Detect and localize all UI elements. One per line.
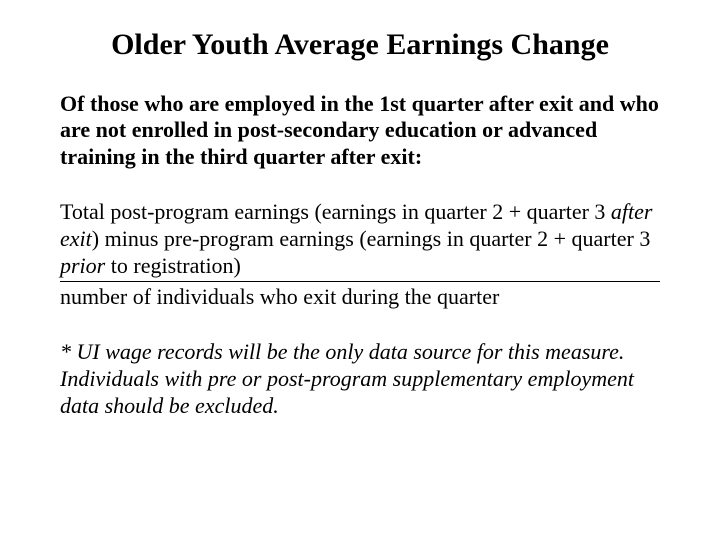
numerator-part-c: ) minus pre-program earnings (earnings i…: [92, 226, 651, 251]
numerator-part-e: to registration): [105, 253, 241, 278]
numerator-part-a: Total post-program earnings (earnings in…: [60, 199, 611, 224]
formula-denominator: number of individuals who exit during th…: [60, 282, 660, 311]
footnote: * UI wage records will be the only data …: [60, 339, 660, 419]
formula-numerator: Total post-program earnings (earnings in…: [60, 199, 660, 282]
slide-title: Older Youth Average Earnings Change: [60, 28, 660, 63]
slide: Older Youth Average Earnings Change Of t…: [0, 0, 720, 540]
numerator-part-d: prior: [60, 253, 105, 278]
intro-paragraph: Of those who are employed in the 1st qua…: [60, 91, 660, 171]
formula-fraction: Total post-program earnings (earnings in…: [60, 199, 660, 311]
